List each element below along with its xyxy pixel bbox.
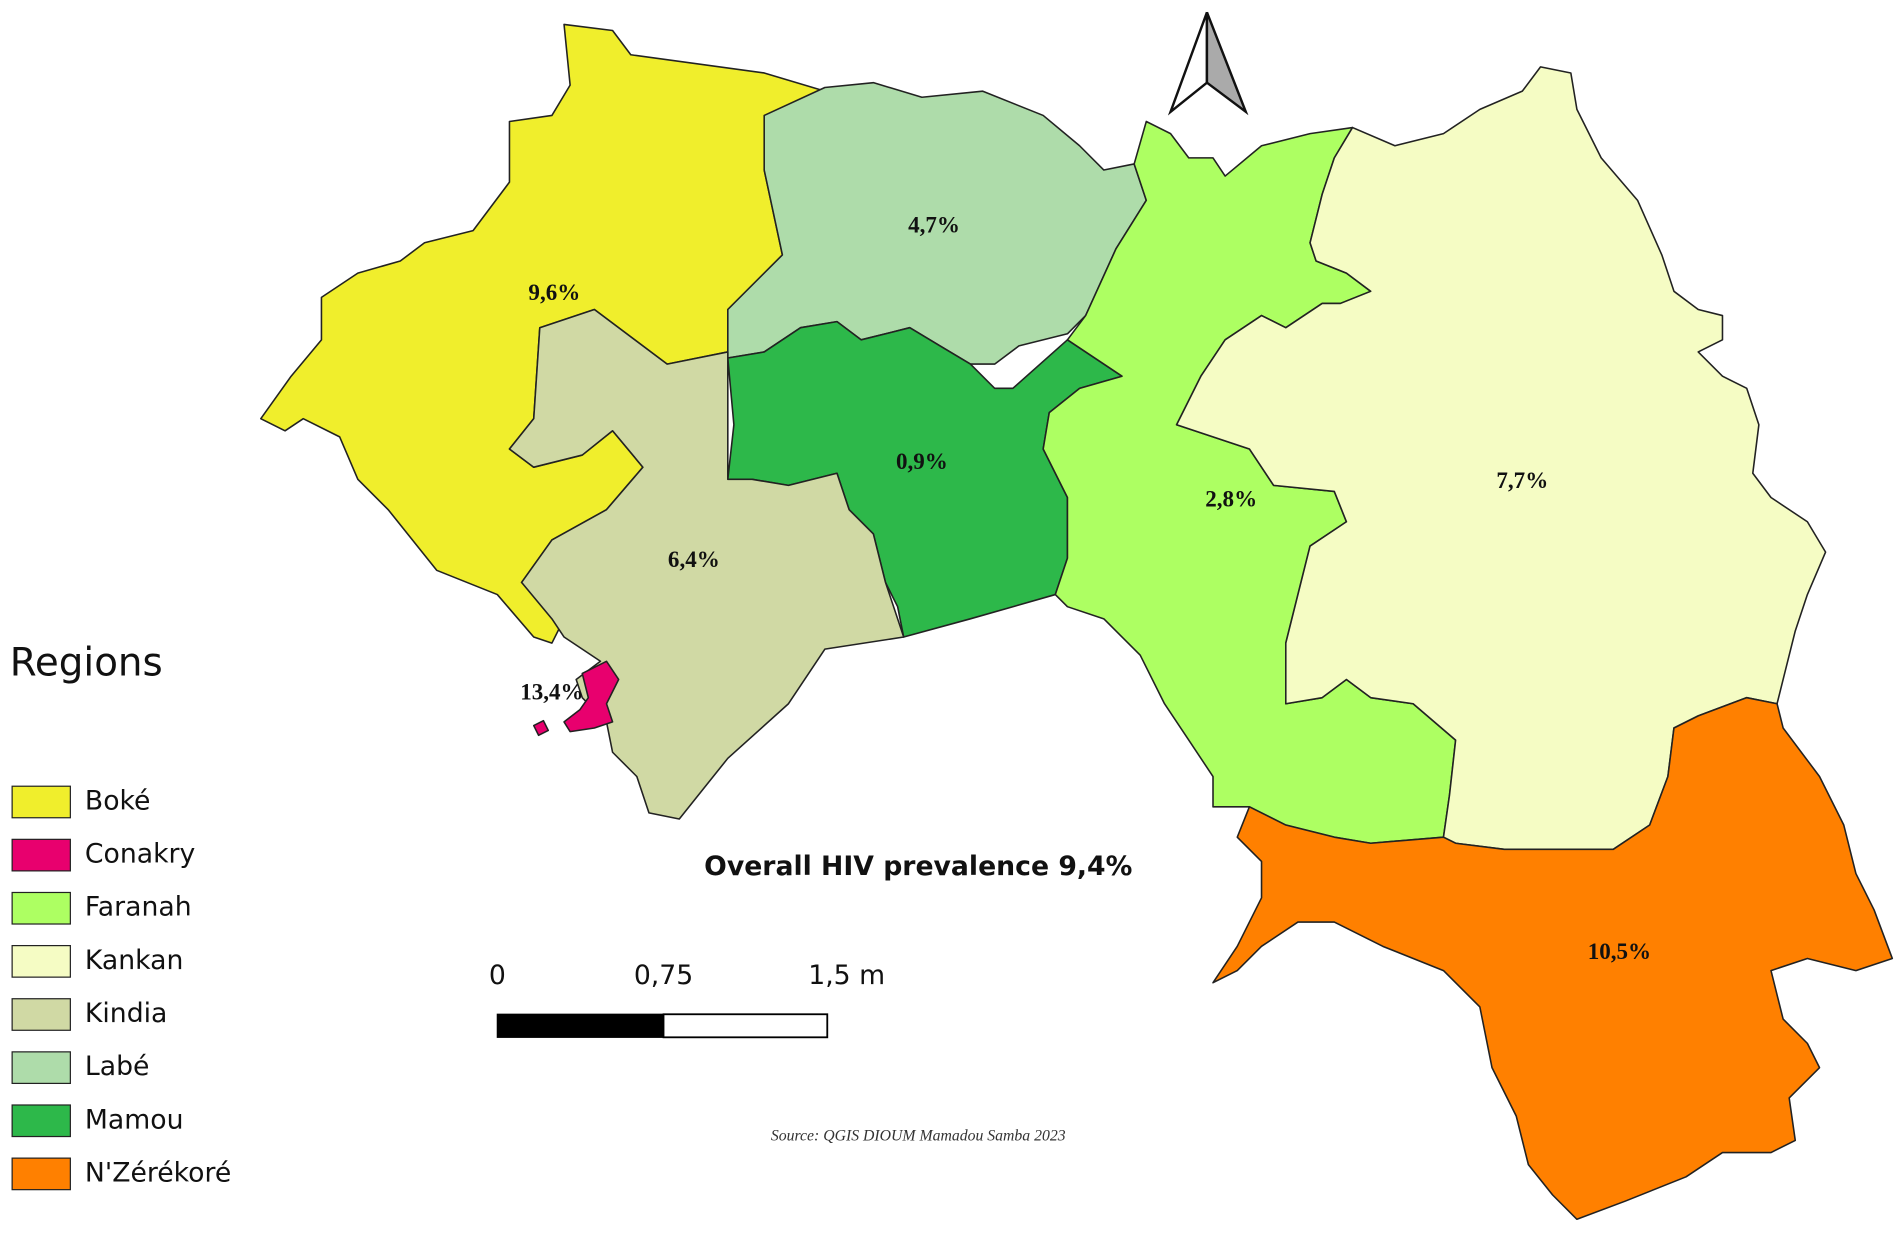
legend-label: N'Zérékoré <box>85 1157 231 1188</box>
north-arrow <box>1167 11 1249 116</box>
region-label: 10,5% <box>1588 938 1651 964</box>
legend-label: Conakry <box>85 839 195 870</box>
legend-swatch <box>11 891 71 925</box>
region-label: 7,7% <box>1496 467 1548 493</box>
region-label: 2,8% <box>1205 485 1257 511</box>
legend-swatch <box>11 998 71 1031</box>
scale-bar <box>496 1013 829 1039</box>
region-label: 6,4% <box>668 546 720 572</box>
source: Source: QGIS DIOUM Mamadou Samba 2023 <box>771 1127 1066 1144</box>
region-label: 13,4% <box>520 678 583 704</box>
region-conakry <box>563 660 620 733</box>
legend-label: Mamou <box>85 1104 184 1135</box>
region-conakry-island <box>532 719 550 737</box>
region-nzerekore <box>1212 696 1894 1221</box>
legend-label: Labé <box>85 1051 150 1082</box>
legend-swatch <box>11 785 71 819</box>
legend-swatch <box>11 1157 71 1191</box>
legend-label: Boké <box>85 785 151 816</box>
region-label: 9,6% <box>528 279 580 305</box>
legend-swatch <box>11 838 71 872</box>
legend-swatch <box>11 944 71 978</box>
legend-swatch <box>11 1051 71 1085</box>
legend-label: Kindia <box>85 998 167 1029</box>
legend-swatch <box>11 1104 71 1138</box>
region-label: 0,9% <box>896 448 948 474</box>
region-label: 4,7% <box>908 211 960 237</box>
legend-label: Faranah <box>85 892 192 923</box>
scale-label: 0,75 <box>634 960 693 991</box>
legend-label: Kankan <box>85 945 183 976</box>
scale-label: 1,5 m <box>808 960 885 991</box>
legend-title: Regions <box>10 640 163 685</box>
map-title: Overall HIV prevalence 9,4% <box>704 851 1132 882</box>
scale-label: 0 <box>489 960 506 991</box>
